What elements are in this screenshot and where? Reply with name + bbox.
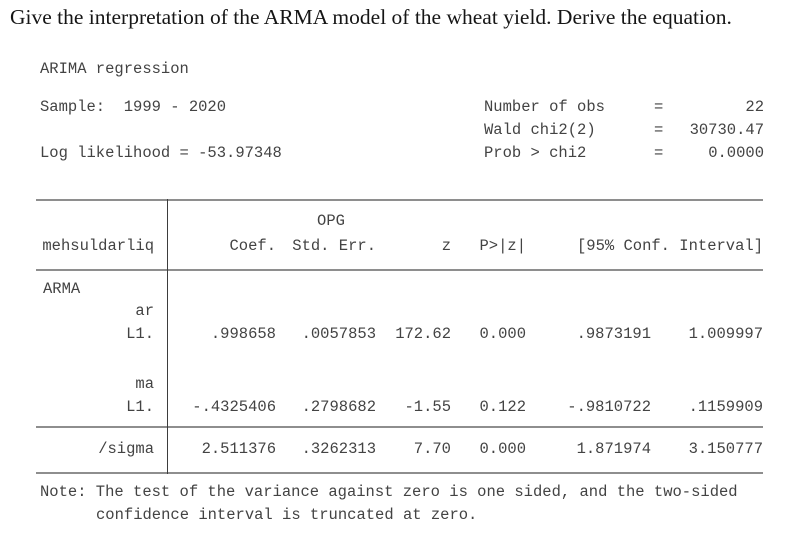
stat-row-number-of-obs: Number of obs = 22 bbox=[484, 96, 764, 119]
pvalue-cell: 0.122 bbox=[479, 398, 526, 416]
pvalue-cell: 0.000 bbox=[479, 325, 526, 343]
table-header-border bbox=[36, 269, 763, 271]
column-header-conf-interval: [95% Conf. Interval] bbox=[576, 237, 763, 255]
stderr-group-label: OPG bbox=[317, 212, 345, 230]
pvalue-cell: 0.000 bbox=[479, 440, 526, 458]
stderr-cell: .3262313 bbox=[301, 440, 376, 458]
stat-equals-sign: = bbox=[654, 121, 664, 139]
stat-value: 22 bbox=[745, 98, 764, 116]
ma-group-label-row: ma bbox=[36, 373, 763, 396]
column-header-z: z bbox=[441, 237, 451, 255]
table-sigma-border bbox=[36, 426, 763, 428]
stderr-cell: .0057853 bbox=[301, 325, 376, 343]
stat-row-prob-chi2: Prob > chi2 = 0.0000 bbox=[484, 142, 764, 165]
command-line: ARIMA regression bbox=[40, 60, 189, 78]
stat-row-wald-chi2: Wald chi2(2) = 30730.47 bbox=[484, 119, 764, 142]
ma-l1-row: L1. -.4325406 .2798682 -1.55 0.122 -.981… bbox=[36, 396, 763, 419]
column-header-coef: Coef. bbox=[229, 237, 276, 255]
note-line-2: confidence interval is truncated at zero… bbox=[96, 506, 478, 524]
page-title: Give the interpretation of the ARMA mode… bbox=[10, 5, 732, 29]
ci-low-cell: .9873191 bbox=[576, 325, 651, 343]
table-header-row-opg: OPG bbox=[36, 210, 763, 233]
model-stats-block: Number of obs = 22 Wald chi2(2) = 30730.… bbox=[484, 96, 764, 165]
equation-label: ARMA bbox=[43, 280, 81, 298]
ci-low-cell: -.9810722 bbox=[567, 398, 651, 416]
table-header-row: mehsuldarliq Coef. Std. Err. z P>|z| [95… bbox=[36, 235, 763, 258]
stat-label: Prob > chi2 bbox=[484, 144, 587, 162]
depvar-header-cell: mehsuldarliq bbox=[42, 237, 154, 255]
z-cell: 172.62 bbox=[395, 325, 451, 343]
coef-cell: -.4325406 bbox=[192, 398, 276, 416]
ar-group-label: ar bbox=[135, 302, 154, 320]
sample-line: Sample: 1999 - 2020 bbox=[40, 98, 227, 116]
ci-high-cell: 3.150777 bbox=[688, 440, 763, 458]
stat-label: Wald chi2(2) bbox=[484, 121, 596, 139]
column-header-pvalue: P>|z| bbox=[479, 237, 526, 255]
table-vertical-divider bbox=[167, 199, 168, 474]
stat-value: 30730.47 bbox=[689, 121, 764, 139]
coef-cell: .998658 bbox=[210, 325, 276, 343]
ci-high-cell: 1.009997 bbox=[688, 325, 763, 343]
lag-label: L1. bbox=[126, 398, 154, 416]
log-likelihood-line: Log likelihood = -53.97348 bbox=[40, 144, 282, 162]
table-top-border bbox=[36, 199, 763, 201]
stat-label: Number of obs bbox=[484, 98, 605, 116]
ar-l1-row: L1. .998658 .0057853 172.62 0.000 .98731… bbox=[36, 323, 763, 346]
note-line-1: Note: The test of the variance against z… bbox=[40, 483, 738, 501]
ci-high-cell: .1159909 bbox=[688, 398, 763, 416]
stat-equals-sign: = bbox=[654, 144, 664, 162]
ma-group-label: ma bbox=[135, 375, 154, 393]
equation-row-arma: ARMA bbox=[36, 278, 763, 301]
sigma-row: /sigma 2.511376 .3262313 7.70 0.000 1.87… bbox=[36, 438, 763, 461]
z-cell: 7.70 bbox=[413, 440, 451, 458]
column-header-stderr: Std. Err. bbox=[292, 237, 376, 255]
ar-group-label-row: ar bbox=[36, 300, 763, 323]
stderr-cell: .2798682 bbox=[301, 398, 376, 416]
lag-label: L1. bbox=[126, 325, 154, 343]
z-cell: -1.55 bbox=[404, 398, 451, 416]
sigma-label: /sigma bbox=[98, 440, 154, 458]
stat-equals-sign: = bbox=[654, 98, 664, 116]
ci-low-cell: 1.871974 bbox=[576, 440, 651, 458]
table-bottom-border bbox=[36, 472, 763, 474]
coef-cell: 2.511376 bbox=[201, 440, 276, 458]
stat-value: 0.0000 bbox=[708, 144, 764, 162]
